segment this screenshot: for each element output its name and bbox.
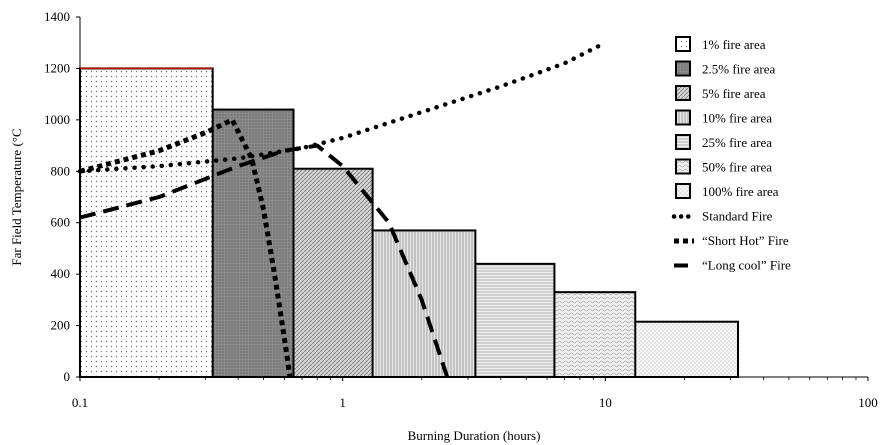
legend-label-1: 1% fire area xyxy=(702,37,766,52)
x-tick-label-3: 100 xyxy=(858,395,878,410)
legend-series-label-3: “Long cool” Fire xyxy=(702,258,791,273)
legend-swatch-6 xyxy=(675,158,691,175)
legend-swatch-3 xyxy=(675,85,691,101)
legend-series-label-2: “Short Hot” Fire xyxy=(702,233,789,248)
legend-swatch-1 xyxy=(675,36,691,52)
fire-area-rect-1 xyxy=(79,67,214,379)
legend-swatch-7 xyxy=(675,183,691,199)
y-tick-label-0: 0 xyxy=(64,369,71,384)
legend-label-6: 50% fire area xyxy=(702,160,772,175)
legend-swatch-5 xyxy=(675,134,691,150)
legend-label-3: 5% fire area xyxy=(702,86,766,101)
legend-label-2: 2.5% fire area xyxy=(702,62,775,77)
y-tick-label-1: 200 xyxy=(51,318,71,333)
axes xyxy=(79,17,868,378)
tick-labels: 0 200 400 600 800 1000 1200 1400 0.1 1 10 100 xyxy=(44,9,878,410)
legend-series-label-1: Standard Fire xyxy=(702,209,773,224)
legend-label-4: 10% fire area xyxy=(702,111,772,126)
fire-curves xyxy=(77,40,608,378)
x-tick-label-0: 0.1 xyxy=(72,395,88,410)
y-tick-label-7: 1400 xyxy=(44,9,70,24)
y-tick-label-6: 1200 xyxy=(44,60,70,75)
legend-swatch-4 xyxy=(675,109,691,126)
series-line-1 xyxy=(77,40,608,174)
x-axis-label: Burning Duration (hours) xyxy=(408,428,541,443)
legend-label-7: 100% fire area xyxy=(702,184,779,199)
legend: 1% fire area 2.5% fire area 5% fire area 10… xyxy=(671,36,791,273)
legend-swatch-2 xyxy=(675,60,691,77)
x-tick-label-2: 10 xyxy=(599,395,612,410)
series-line-3 xyxy=(79,143,450,378)
y-tick-label-2: 400 xyxy=(51,266,71,281)
y-axis-label: Far Field Temperature (°C xyxy=(9,128,24,265)
x-tick-label-1: 1 xyxy=(339,395,346,410)
legend-label-5: 25% fire area xyxy=(702,135,772,150)
y-tick-label-4: 800 xyxy=(51,163,71,178)
y-tick-label-5: 1000 xyxy=(44,112,70,127)
y-tick-label-3: 600 xyxy=(51,215,71,230)
